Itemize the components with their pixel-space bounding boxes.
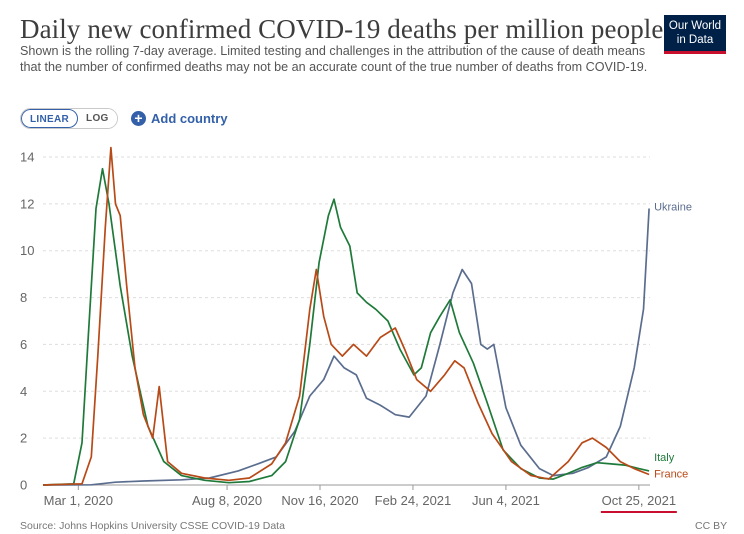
y-tick-label: 14 (20, 150, 34, 165)
y-tick-label: 4 (20, 384, 27, 399)
grid-lines (43, 156, 650, 486)
x-tick-label: Oct 25, 2021 (602, 493, 676, 508)
x-tick-label: Jun 4, 2021 (472, 493, 540, 508)
x-tick-label: Aug 8, 2020 (192, 493, 262, 508)
y-tick-label: 6 (20, 337, 27, 352)
logo-line-2: in Data (676, 34, 714, 46)
scale-toggle: LINEAR LOG (20, 108, 118, 129)
x-tick-label: Nov 16, 2020 (281, 493, 358, 508)
add-country-button[interactable]: + Add country (131, 109, 228, 127)
license-link[interactable]: CC BY (695, 520, 728, 532)
y-tick-label: 8 (20, 290, 27, 305)
series-line-france (42, 146, 650, 486)
log-scale-button[interactable]: LOG (78, 109, 117, 128)
series-labels: Ukraine Italy France (654, 202, 692, 481)
series-label-italy: Italy (654, 452, 675, 464)
x-axis-ticks: Mar 1, 2020 Aug 8, 2020 Nov 16, 2020 Feb 24… (44, 485, 677, 513)
chart-title: Daily new confirmed COVID-19 deaths per … (20, 14, 664, 44)
add-country-label: Add country (151, 110, 228, 126)
chart-subtitle: Shown is the rolling 7-day average. Limi… (20, 44, 648, 74)
series-line-italy (42, 167, 650, 486)
y-axis-ticks: 0 2 4 6 8 10 12 14 (20, 150, 34, 493)
y-tick-label: 0 (20, 478, 27, 493)
linear-scale-button[interactable]: LINEAR (21, 109, 79, 128)
source-note[interactable]: Source: Johns Hopkins University CSSE CO… (20, 520, 285, 532)
owid-logo[interactable]: Our World in Data (664, 15, 726, 54)
logo-line-1: Our World (668, 20, 722, 32)
x-tick-label: Feb 24, 2021 (375, 493, 452, 508)
series-line-ukraine (42, 208, 650, 486)
series-lines (42, 146, 650, 486)
series-label-france: France (654, 468, 688, 480)
plus-icon: + (131, 110, 146, 126)
y-tick-label: 12 (20, 196, 34, 211)
series-label-ukraine: Ukraine (654, 202, 692, 214)
y-tick-label: 2 (20, 431, 27, 446)
x-tick-label: Mar 1, 2020 (44, 493, 113, 508)
y-tick-label: 10 (20, 243, 34, 258)
